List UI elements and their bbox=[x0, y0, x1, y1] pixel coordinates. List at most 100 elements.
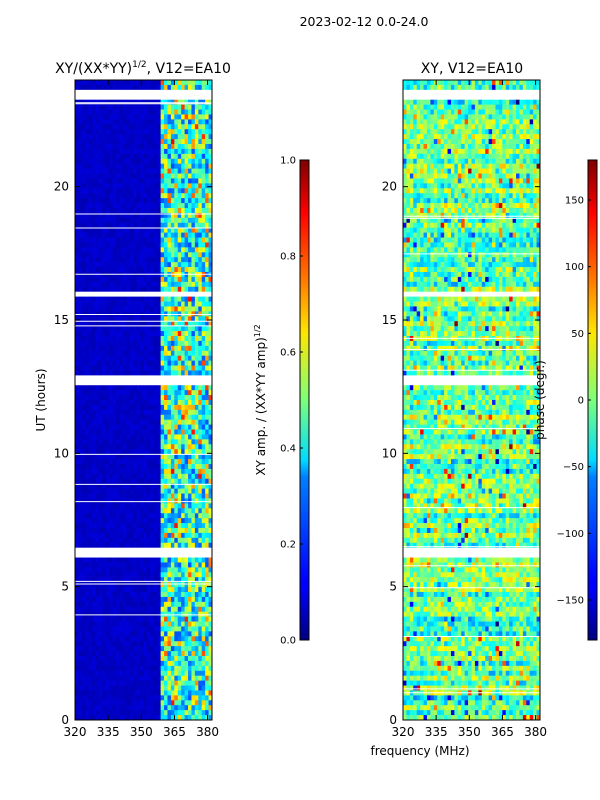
heatmap-cell bbox=[95, 257, 100, 263]
heatmap-cell bbox=[160, 286, 165, 293]
heatmap-cell bbox=[184, 365, 189, 371]
heatmap-cell bbox=[184, 562, 189, 568]
heatmap-cell bbox=[85, 193, 90, 199]
heatmap-cell bbox=[194, 641, 199, 647]
heatmap-cell bbox=[116, 562, 120, 568]
heatmap-cell bbox=[122, 670, 127, 677]
heatmap-cell bbox=[119, 144, 124, 150]
heatmap-cell bbox=[198, 636, 203, 642]
heatmap-cell bbox=[122, 153, 127, 160]
heatmap-cell bbox=[208, 596, 213, 603]
heatmap-cell bbox=[181, 459, 185, 465]
heatmap-cell bbox=[112, 459, 117, 465]
heatmap-cell bbox=[205, 685, 209, 691]
heatmap-cell bbox=[122, 444, 127, 450]
heatmap-cell bbox=[109, 587, 114, 593]
heatmap-cell bbox=[143, 656, 148, 662]
heatmap-cell bbox=[129, 217, 134, 224]
heatmap-cell bbox=[136, 562, 141, 568]
heatmap-cell bbox=[181, 434, 185, 440]
heatmap-cell bbox=[92, 242, 96, 248]
heatmap-cell bbox=[81, 601, 86, 608]
heatmap-cell bbox=[146, 685, 151, 691]
heatmap-cell bbox=[208, 286, 213, 293]
heatmap-cell bbox=[133, 616, 138, 622]
heatmap-cell bbox=[112, 345, 117, 352]
heatmap-cell bbox=[201, 459, 206, 465]
heatmap-cell bbox=[136, 119, 141, 125]
heatmap-cell bbox=[184, 336, 189, 342]
heatmap-cell bbox=[98, 242, 103, 248]
heatmap-cell bbox=[194, 345, 199, 352]
heatmap-cell bbox=[105, 104, 110, 110]
heatmap-cell bbox=[194, 582, 199, 588]
heatmap-cell bbox=[78, 163, 83, 170]
heatmap-cell bbox=[98, 104, 103, 110]
heatmap-cell bbox=[184, 582, 189, 588]
heatmap-cell bbox=[208, 641, 213, 647]
heatmap-cell bbox=[116, 208, 120, 214]
heatmap-cell bbox=[167, 518, 172, 524]
heatmap-cell bbox=[88, 414, 93, 421]
heatmap-cell bbox=[177, 523, 182, 529]
heatmap-cell bbox=[150, 242, 155, 248]
heatmap-cell bbox=[109, 665, 114, 672]
heatmap-cell bbox=[153, 355, 158, 362]
heatmap-cell bbox=[188, 532, 192, 539]
heatmap-cell bbox=[181, 414, 185, 421]
heatmap-cell bbox=[205, 286, 209, 293]
heatmap-cell bbox=[198, 296, 203, 302]
heatmap-cell bbox=[75, 562, 79, 568]
heatmap-cell bbox=[92, 183, 96, 189]
heatmap-cell bbox=[122, 281, 127, 288]
heatmap-cell bbox=[188, 483, 192, 490]
heatmap-cell bbox=[181, 606, 185, 613]
heatmap-cell bbox=[164, 409, 168, 416]
heatmap-cell bbox=[88, 148, 93, 155]
heatmap-cell bbox=[98, 434, 103, 440]
heatmap-cell bbox=[160, 429, 165, 435]
heatmap-cell bbox=[102, 262, 107, 268]
heatmap-cell bbox=[153, 503, 158, 509]
heatmap-cell bbox=[164, 267, 168, 273]
heatmap-cell bbox=[160, 252, 165, 258]
heatmap-cell bbox=[153, 316, 158, 322]
heatmap-cell bbox=[170, 114, 175, 120]
heatmap-cell bbox=[174, 286, 179, 293]
heatmap-cell bbox=[177, 301, 182, 307]
heatmap-cell bbox=[85, 173, 90, 179]
heatmap-cell bbox=[133, 198, 138, 204]
heatmap-cell bbox=[129, 705, 134, 711]
heatmap-cell bbox=[170, 203, 175, 209]
heatmap-cell bbox=[75, 306, 79, 312]
heatmap-cell bbox=[98, 124, 103, 130]
heatmap-cell bbox=[116, 503, 120, 509]
heatmap-cell bbox=[164, 567, 168, 573]
heatmap-cell bbox=[133, 473, 138, 480]
heatmap-cell bbox=[143, 212, 148, 219]
heatmap-cell bbox=[191, 592, 196, 598]
heatmap-cell bbox=[136, 84, 141, 91]
heatmap-cell bbox=[92, 651, 96, 657]
heatmap-cell bbox=[167, 208, 172, 214]
heatmap-cell bbox=[205, 695, 209, 701]
heatmap-cell bbox=[188, 429, 192, 435]
heatmap-cell bbox=[205, 439, 209, 445]
heatmap-cell bbox=[122, 301, 127, 307]
heatmap-cell bbox=[143, 340, 148, 347]
heatmap-cell bbox=[102, 360, 107, 366]
heatmap-cell bbox=[153, 542, 158, 549]
heatmap-cell bbox=[81, 434, 86, 440]
heatmap-cell bbox=[116, 464, 120, 470]
heatmap-cell bbox=[98, 606, 103, 613]
heatmap-cell bbox=[119, 656, 124, 662]
heatmap-cell bbox=[198, 523, 203, 529]
heatmap-cell bbox=[105, 473, 110, 480]
heatmap-cell bbox=[92, 508, 96, 514]
heatmap-cell bbox=[146, 257, 151, 263]
heatmap-cell bbox=[126, 513, 131, 519]
heatmap-cell bbox=[122, 404, 127, 411]
heatmap-cell bbox=[102, 508, 107, 514]
heatmap-cell bbox=[119, 464, 124, 470]
heatmap-cell bbox=[170, 503, 175, 509]
